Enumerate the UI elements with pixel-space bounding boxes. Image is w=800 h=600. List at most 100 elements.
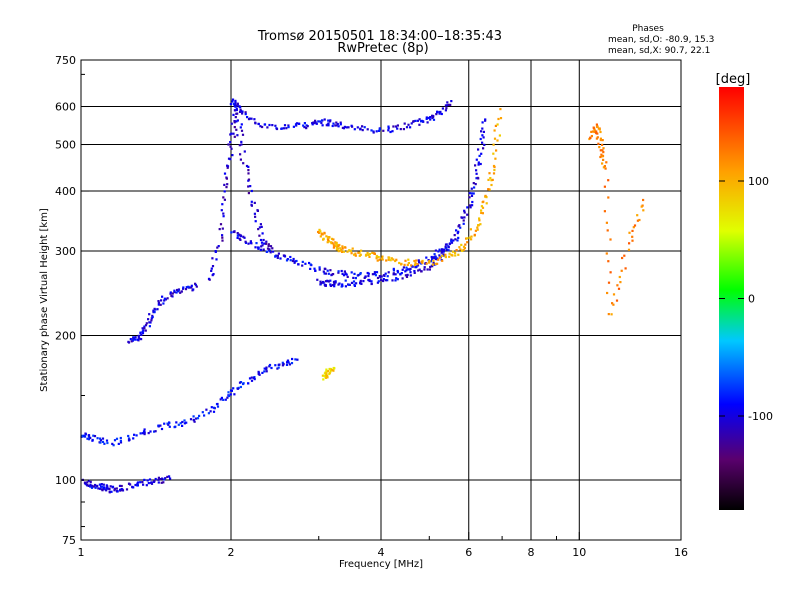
data-point <box>343 125 346 128</box>
data-point <box>370 282 373 286</box>
data-point <box>352 280 356 283</box>
data-point <box>437 250 440 253</box>
data-point <box>329 283 332 286</box>
data-point <box>148 478 152 481</box>
data-point <box>337 250 340 253</box>
data-point <box>642 209 645 212</box>
data-point <box>335 244 338 247</box>
data-point <box>602 166 605 169</box>
data-point <box>406 273 409 276</box>
data-point <box>325 375 328 378</box>
data-point <box>242 235 245 238</box>
data-point <box>292 257 295 261</box>
data-point <box>351 247 354 250</box>
data-point <box>177 289 180 292</box>
data-point <box>145 484 148 487</box>
data-point <box>306 125 309 128</box>
data-point <box>119 436 122 440</box>
data-point <box>328 120 332 123</box>
data-point <box>247 172 250 175</box>
data-point <box>87 434 91 437</box>
data-point <box>89 436 92 439</box>
data-point <box>253 118 256 121</box>
data-point <box>259 125 262 128</box>
data-point <box>287 361 290 364</box>
data-point <box>163 299 166 302</box>
data-point <box>420 260 423 263</box>
data-point <box>407 123 410 126</box>
data-point <box>245 164 249 168</box>
data-point <box>335 241 338 244</box>
data-point <box>347 126 350 129</box>
data-point <box>329 279 332 282</box>
data-point <box>496 139 499 142</box>
data-point <box>221 203 224 206</box>
data-point <box>489 177 492 180</box>
data-point <box>157 301 160 304</box>
data-point <box>341 272 344 275</box>
data-point <box>322 281 325 284</box>
data-point <box>480 152 483 155</box>
data-point <box>387 258 390 261</box>
data-point <box>274 124 277 127</box>
data-point <box>233 126 236 129</box>
data-point <box>234 99 237 102</box>
data-point <box>421 261 424 265</box>
data-point <box>195 285 198 288</box>
data-point <box>418 123 421 126</box>
data-point <box>153 430 156 433</box>
data-point <box>372 131 375 134</box>
data-point <box>131 486 134 489</box>
data-point <box>294 260 297 263</box>
data-point <box>327 272 330 275</box>
data-point <box>269 251 272 254</box>
data-point <box>236 119 239 122</box>
data-point <box>396 127 399 130</box>
data-point <box>377 280 380 283</box>
data-point <box>416 119 419 122</box>
data-point <box>410 122 413 125</box>
data-point <box>166 422 169 425</box>
data-point <box>428 268 431 271</box>
data-point <box>293 261 296 264</box>
data-point <box>482 147 485 150</box>
data-point <box>436 111 439 114</box>
data-point <box>136 481 140 484</box>
data-point <box>281 361 284 364</box>
data-point <box>298 122 301 125</box>
data-point <box>303 126 306 129</box>
data-point <box>323 375 326 378</box>
data-point <box>180 290 183 293</box>
data-point <box>253 201 256 204</box>
data-point <box>210 267 213 270</box>
data-point <box>304 262 307 265</box>
data-point <box>601 139 604 142</box>
data-point <box>98 483 101 486</box>
data-point <box>459 248 462 251</box>
data-point <box>334 281 337 284</box>
data-point <box>290 362 294 365</box>
data-point <box>294 358 297 361</box>
data-point <box>322 378 325 381</box>
data-point <box>367 272 370 275</box>
data-point <box>444 243 448 246</box>
data-point <box>596 125 599 128</box>
data-point <box>391 279 394 282</box>
data-point <box>233 121 236 124</box>
data-point <box>102 483 105 486</box>
data-point <box>230 132 233 135</box>
data-point <box>219 398 222 401</box>
data-point <box>363 276 366 279</box>
data-point <box>247 165 250 168</box>
data-point <box>257 372 260 375</box>
data-point <box>160 299 163 302</box>
data-point <box>595 132 598 135</box>
data-point <box>189 418 193 421</box>
data-point <box>291 259 294 263</box>
y-tick-label: 300 <box>55 245 76 258</box>
data-point <box>313 267 316 270</box>
data-point <box>149 321 152 324</box>
data-point <box>333 367 336 370</box>
data-point <box>285 127 288 130</box>
data-point <box>595 123 598 126</box>
